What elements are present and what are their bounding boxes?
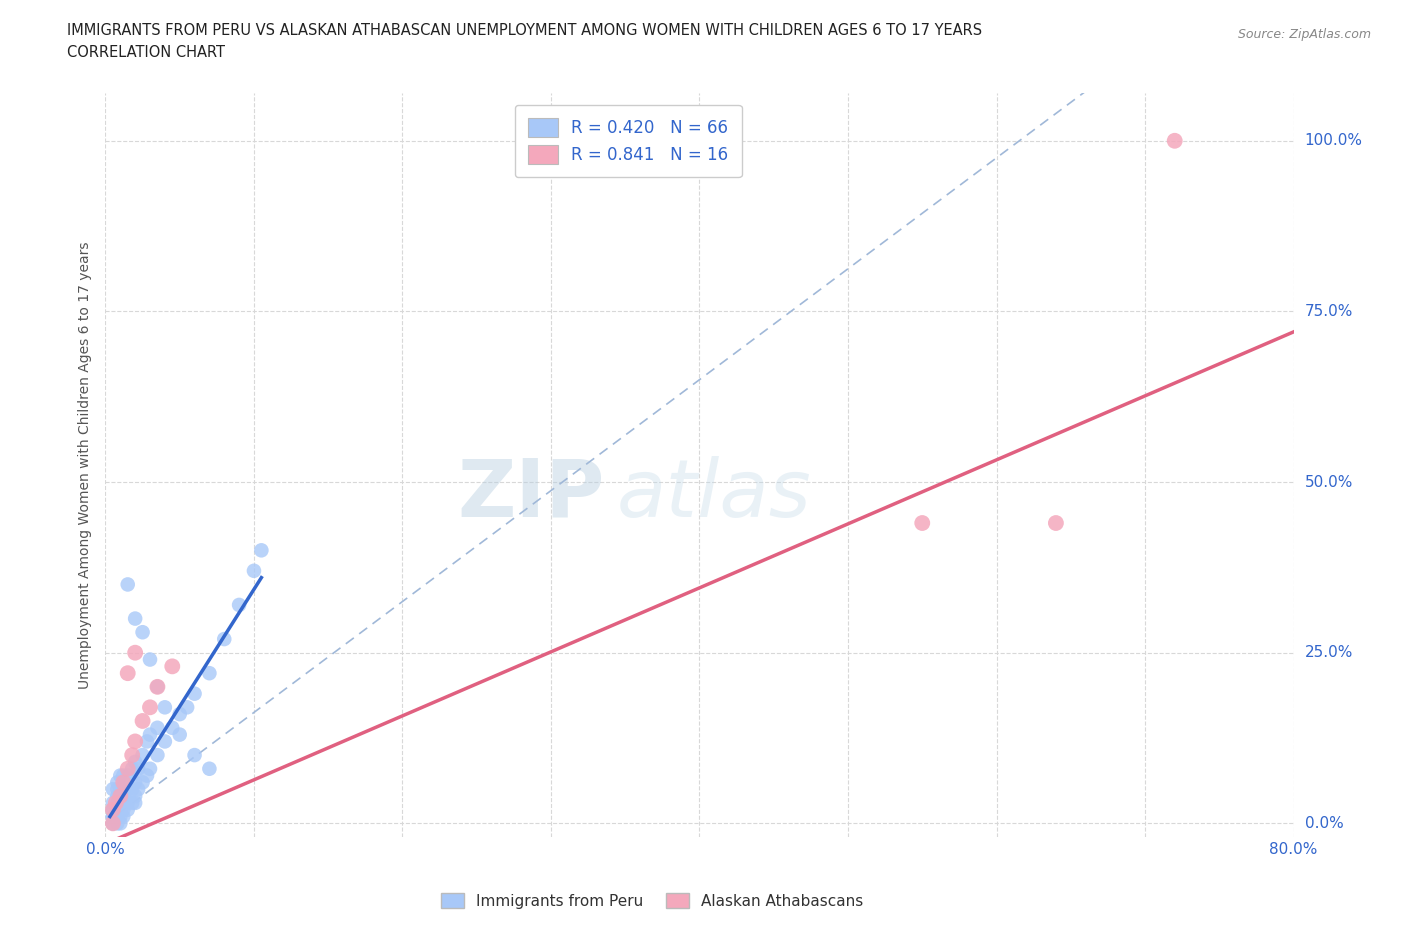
Text: IMMIGRANTS FROM PERU VS ALASKAN ATHABASCAN UNEMPLOYMENT AMONG WOMEN WITH CHILDRE: IMMIGRANTS FROM PERU VS ALASKAN ATHABASC… <box>67 23 983 38</box>
Point <box>146 748 169 763</box>
Point <box>124 775 146 790</box>
Point <box>162 659 184 674</box>
Point <box>117 782 139 797</box>
Point <box>162 721 184 736</box>
Y-axis label: Unemployment Among Women with Children Ages 6 to 17 years: Unemployment Among Women with Children A… <box>79 241 93 689</box>
Legend: Immigrants from Peru, Alaskan Athabascans: Immigrants from Peru, Alaskan Athabascan… <box>434 887 869 915</box>
Point <box>110 803 132 817</box>
Point <box>117 762 139 777</box>
Point <box>105 809 128 824</box>
Point <box>121 748 143 763</box>
Text: 50.0%: 50.0% <box>1305 474 1353 489</box>
Point <box>101 782 124 797</box>
Point <box>131 713 153 728</box>
Point <box>124 754 146 769</box>
Point <box>124 789 146 804</box>
Point <box>911 515 934 530</box>
Point <box>183 748 205 763</box>
Point <box>1164 133 1187 148</box>
Point <box>124 734 146 749</box>
Point <box>101 809 124 824</box>
Text: CORRELATION CHART: CORRELATION CHART <box>67 45 225 60</box>
Point <box>176 700 198 715</box>
Point <box>105 795 128 810</box>
Point <box>112 782 135 797</box>
Text: 75.0%: 75.0% <box>1305 304 1353 319</box>
Point <box>110 768 132 783</box>
Point <box>112 803 135 817</box>
Text: 0.0%: 0.0% <box>1305 816 1343 830</box>
Point <box>136 734 159 749</box>
Point <box>110 789 132 804</box>
Point <box>112 775 135 790</box>
Point <box>110 789 132 804</box>
Point <box>101 795 124 810</box>
Point <box>131 775 153 790</box>
Point <box>110 816 132 830</box>
Point <box>127 762 149 777</box>
Point <box>105 782 128 797</box>
Point <box>112 768 135 783</box>
Point <box>124 645 146 660</box>
Point <box>112 795 135 810</box>
Point <box>110 782 132 797</box>
Point <box>139 762 162 777</box>
Point <box>214 631 236 646</box>
Point <box>228 597 250 612</box>
Text: Source: ZipAtlas.com: Source: ZipAtlas.com <box>1237 28 1371 41</box>
Point <box>117 795 139 810</box>
Point <box>153 700 176 715</box>
Point <box>146 680 169 695</box>
Point <box>112 809 135 824</box>
Text: atlas: atlas <box>616 456 811 534</box>
Point <box>110 809 132 824</box>
Point <box>243 564 266 578</box>
Point <box>124 611 146 626</box>
Point <box>121 782 143 797</box>
Point <box>169 707 191 722</box>
Point <box>250 543 273 558</box>
Text: ZIP: ZIP <box>457 456 605 534</box>
Text: 25.0%: 25.0% <box>1305 645 1353 660</box>
Point <box>101 816 124 830</box>
Point <box>105 803 128 817</box>
Point <box>101 803 124 817</box>
Point <box>183 686 205 701</box>
Point <box>105 816 128 830</box>
Point <box>121 762 143 777</box>
Point <box>131 748 153 763</box>
Point <box>124 795 146 810</box>
Point <box>198 762 221 777</box>
Point <box>198 666 221 681</box>
Point <box>101 816 124 830</box>
Point <box>146 680 169 695</box>
Point <box>117 768 139 783</box>
Point <box>136 768 159 783</box>
Text: 100.0%: 100.0% <box>1305 133 1362 148</box>
Point <box>127 782 149 797</box>
Point <box>101 803 124 817</box>
Point <box>121 795 143 810</box>
Point <box>139 727 162 742</box>
Point <box>101 803 124 817</box>
Point <box>139 700 162 715</box>
Point <box>104 795 127 810</box>
Point <box>139 652 162 667</box>
Point <box>146 721 169 736</box>
Point <box>117 666 139 681</box>
Point <box>117 803 139 817</box>
Point <box>101 816 124 830</box>
Point <box>153 734 176 749</box>
Point <box>117 577 139 591</box>
Point <box>131 625 153 640</box>
Point <box>101 809 124 824</box>
Point <box>105 789 128 804</box>
Point <box>105 775 128 790</box>
Point <box>1045 515 1067 530</box>
Point <box>169 727 191 742</box>
